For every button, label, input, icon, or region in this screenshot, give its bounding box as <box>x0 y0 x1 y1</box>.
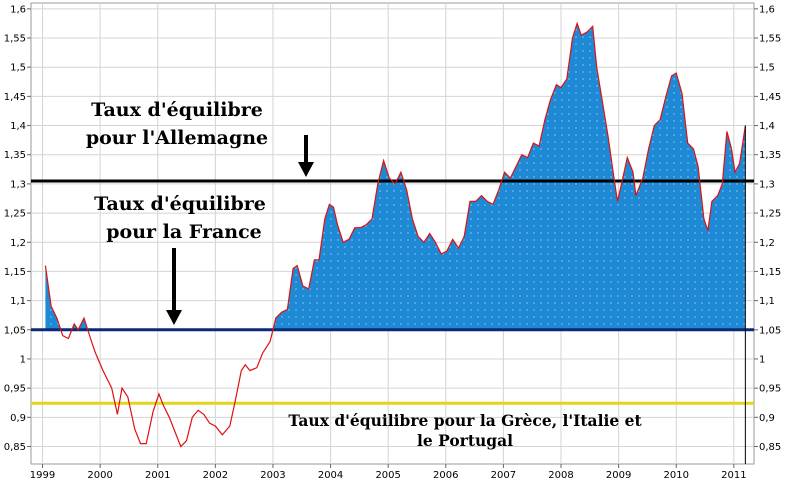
x-tick-label: 2005 <box>375 470 400 481</box>
y-tick-label-right: 1,4 <box>759 121 775 132</box>
y-tick-label-left: 1,6 <box>10 4 26 15</box>
y-tick-label-right: 1,6 <box>759 4 775 15</box>
x-tick-label: 2009 <box>606 470 631 481</box>
y-tick-label-right: 1,25 <box>759 209 781 220</box>
y-tick-label-right: 1 <box>759 354 765 365</box>
y-tick-label-left: 1,2 <box>10 238 26 249</box>
france-label-line2: pour la France <box>106 221 262 243</box>
x-tick-label: 2001 <box>145 470 170 481</box>
y-tick-label-right: 1,55 <box>759 34 781 45</box>
france-arrow <box>166 248 182 325</box>
y-tick-label-left: 1,15 <box>4 267 26 278</box>
y-tick-label-right: 1,1 <box>759 296 775 307</box>
x-tick-label: 2010 <box>664 470 689 481</box>
x-tick-label: 1999 <box>30 470 55 481</box>
y-tick-label-left: 1,5 <box>10 63 26 74</box>
y-tick-label-left: 1,05 <box>4 325 26 336</box>
southern-label-line1: Taux d'équilibre pour la Grèce, l'Italie… <box>288 411 642 430</box>
y-tick-label-left: 1,1 <box>10 296 26 307</box>
y-tick-label-right: 1,3 <box>759 179 775 190</box>
y-tick-label-left: 1 <box>20 354 26 365</box>
germany-arrow <box>298 135 314 177</box>
y-tick-label-left: 0,9 <box>10 413 26 424</box>
y-tick-label-left: 1,55 <box>4 34 26 45</box>
southern-label-line2: le Portugal <box>417 431 513 450</box>
x-tick-label: 2008 <box>548 470 573 481</box>
y-tick-label-left: 1,35 <box>4 150 26 161</box>
x-tick-label: 2007 <box>491 470 516 481</box>
series-lines <box>44 21 746 448</box>
series-line <box>44 21 746 448</box>
filled-area <box>45 23 746 330</box>
y-tick-label-left: 0,85 <box>4 442 26 453</box>
x-tick-label: 2002 <box>203 470 228 481</box>
x-tick-label: 2004 <box>318 470 343 481</box>
y-tick-label-left: 1,3 <box>10 179 26 190</box>
y-tick-label-right: 1,05 <box>759 325 781 336</box>
y-tick-label-right: 1,5 <box>759 63 775 74</box>
x-tick-label: 2006 <box>433 470 458 481</box>
x-tick-label: 2011 <box>721 470 746 481</box>
germany-label-line2: pour l'Allemagne <box>86 127 268 149</box>
y-tick-label-right: 0,95 <box>759 384 781 395</box>
y-tick-label-right: 1,35 <box>759 150 781 161</box>
y-tick-label-right: 0,85 <box>759 442 781 453</box>
y-tick-label-right: 0,9 <box>759 413 775 424</box>
axis-ticks: 0,85 0,85 0,9 0,9 0,95 0,95 1 1 1,05 1,05 1,1 1,1 1,… <box>4 4 782 481</box>
y-tick-label-left: 0,95 <box>4 384 26 395</box>
x-tick-label: 2003 <box>260 470 285 481</box>
france-label-line1: Taux d'équilibre <box>94 193 266 215</box>
y-tick-label-right: 1,2 <box>759 238 775 249</box>
y-tick-label-right: 1,15 <box>759 267 781 278</box>
y-tick-label-right: 1,45 <box>759 92 781 103</box>
y-tick-label-left: 1,45 <box>4 92 26 103</box>
x-tick-label: 2000 <box>87 470 112 481</box>
y-tick-label-left: 1,4 <box>10 121 26 132</box>
germany-label-line1: Taux d'équilibre <box>91 99 263 121</box>
y-tick-label-left: 1,25 <box>4 209 26 220</box>
area-fill <box>45 23 746 330</box>
